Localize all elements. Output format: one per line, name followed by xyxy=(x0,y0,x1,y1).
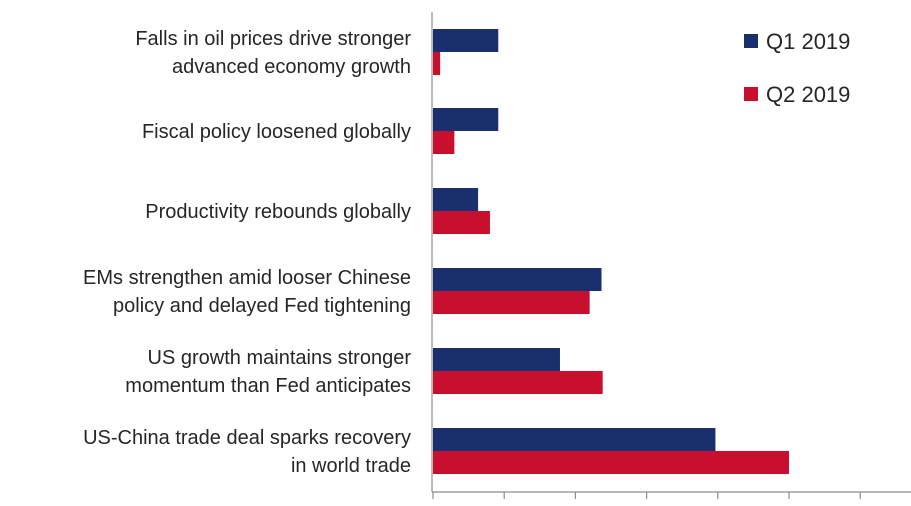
category-labels: Falls in oil prices drive stronger advanc… xyxy=(83,28,411,477)
legend: Q1 2019 Q2 2019 xyxy=(744,29,850,107)
bar-q1-1 xyxy=(433,108,499,131)
bar-q2-0 xyxy=(433,52,441,75)
category-label-1-line-0: Fiscal policy loosened globally xyxy=(142,121,411,143)
legend-label-q2: Q2 2019 xyxy=(766,82,850,107)
category-label-3-line-1: policy and delayed Fed tightening xyxy=(113,295,411,317)
category-label-0-line-0: Falls in oil prices drive stronger xyxy=(135,28,411,50)
bar-q2-4 xyxy=(433,371,603,394)
category-label-2-line-0: Productivity rebounds globally xyxy=(145,201,411,223)
bar-q2-5 xyxy=(433,451,789,474)
bar-q1-2 xyxy=(433,188,479,211)
category-label-3-line-0: EMs strengthen amid looser Chinese xyxy=(83,267,411,289)
plot-area xyxy=(431,12,911,499)
legend-swatch-q1 xyxy=(744,34,758,48)
bar-q1-0 xyxy=(433,29,499,52)
category-label-5-line-0: US-China trade deal sparks recovery xyxy=(83,427,411,449)
bar-q2-2 xyxy=(433,211,490,234)
category-label-0-line-1: advanced economy growth xyxy=(172,56,411,78)
bar-q1-5 xyxy=(433,428,716,451)
bar-q1-3 xyxy=(433,268,602,291)
category-label-4-line-0: US growth maintains stronger xyxy=(148,347,412,369)
bar-q2-1 xyxy=(433,131,455,154)
bar-q1-4 xyxy=(433,348,560,371)
category-label-4-line-1: momentum than Fed anticipates xyxy=(125,375,411,397)
legend-label-q1: Q1 2019 xyxy=(766,29,850,54)
legend-swatch-q2 xyxy=(744,87,758,101)
category-label-5-line-1: in world trade xyxy=(291,455,411,477)
bar-q2-3 xyxy=(433,291,590,314)
